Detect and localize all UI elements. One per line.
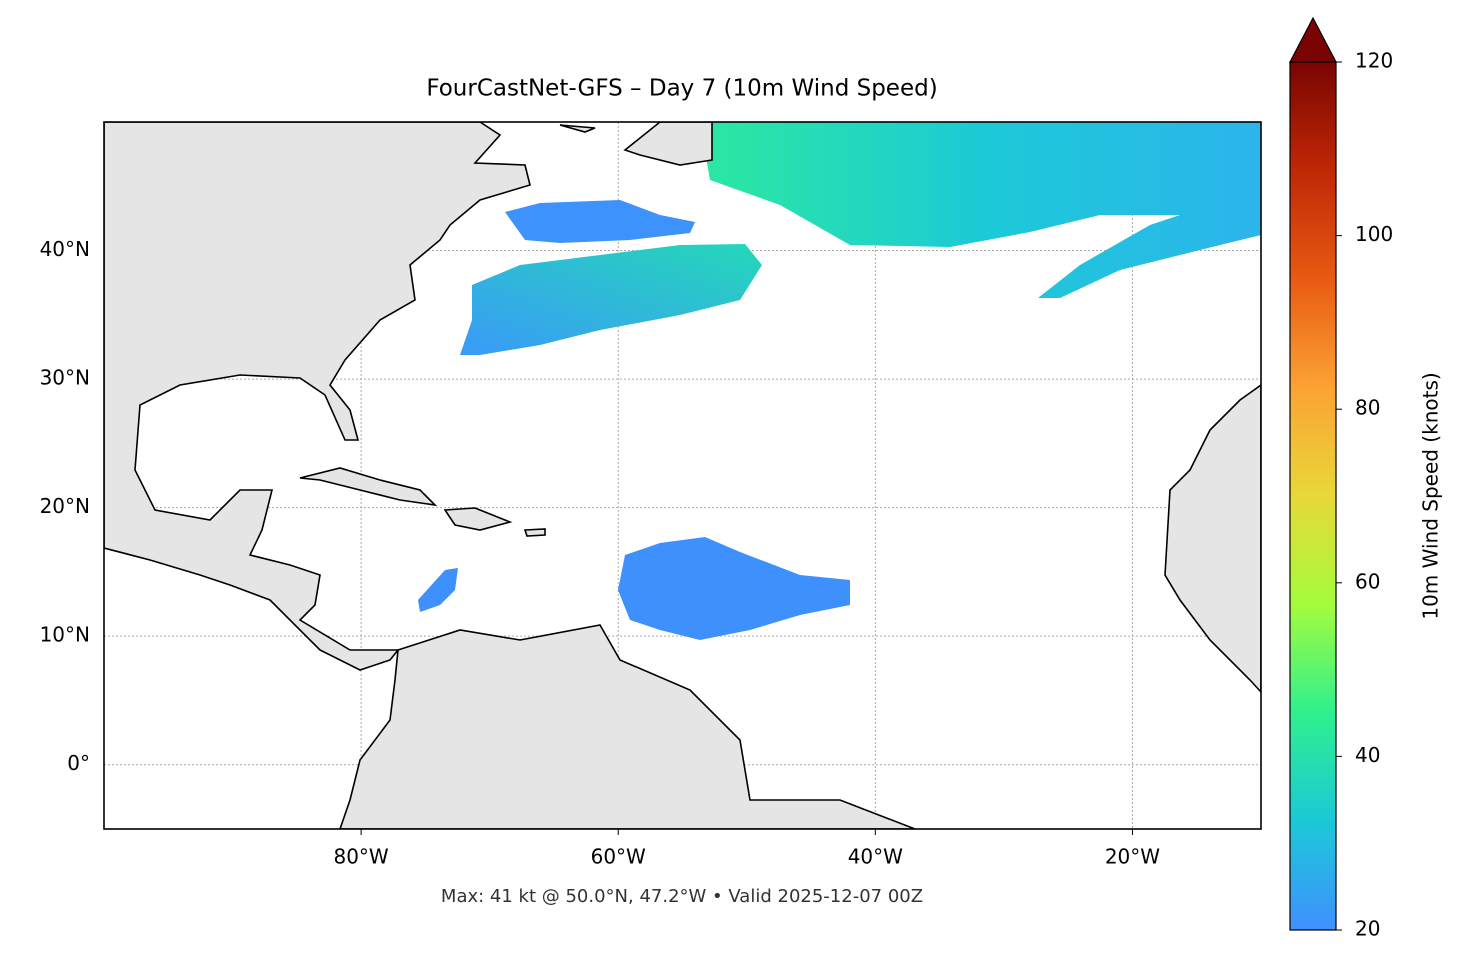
colorbar-tick-label: 100: [1355, 222, 1393, 246]
wind-area: [460, 244, 762, 355]
colorbar: [1289, 61, 1337, 931]
colorbar-tick-label: 20: [1355, 917, 1380, 941]
colorbar-extend: [1289, 16, 1337, 63]
wind-area: [700, 122, 1261, 298]
land: [443, 507, 513, 531]
land: [339, 624, 916, 829]
land: [523, 528, 546, 537]
y-tick-label: 0°: [67, 751, 90, 775]
colorbar-tick-label: 120: [1355, 49, 1393, 73]
y-tick-label: 30°N: [40, 366, 90, 390]
land: [299, 467, 438, 507]
colorbar-tick-label: 60: [1355, 569, 1380, 593]
land: [1164, 384, 1261, 694]
x-tick-label: 40°W: [848, 845, 903, 869]
land: [623, 122, 713, 166]
chart-title: FourCastNet-GFS – Day 7 (10m Wind Speed): [426, 76, 937, 102]
land: [104, 122, 531, 671]
colorbar-tick-label: 80: [1355, 396, 1380, 420]
y-tick-label: 20°N: [40, 494, 90, 518]
wind-area: [505, 200, 695, 243]
wind-area: [418, 568, 458, 612]
y-tick-label: 40°N: [40, 237, 90, 261]
x-tick-label: 20°W: [1105, 845, 1160, 869]
colorbar-tick-label: 40: [1355, 743, 1380, 767]
wind-area: [618, 537, 850, 640]
map: [104, 122, 1261, 829]
footnote: Max: 41 kt @ 50.0°N, 47.2°W • Valid 2025…: [441, 886, 923, 907]
land: [559, 124, 596, 133]
colorbar-label: 10m Wind Speed (knots): [1419, 372, 1443, 619]
x-tick-label: 60°W: [591, 845, 646, 869]
y-tick-label: 10°N: [40, 623, 90, 647]
map-frame: [103, 121, 1262, 830]
x-tick-label: 80°W: [333, 845, 388, 869]
